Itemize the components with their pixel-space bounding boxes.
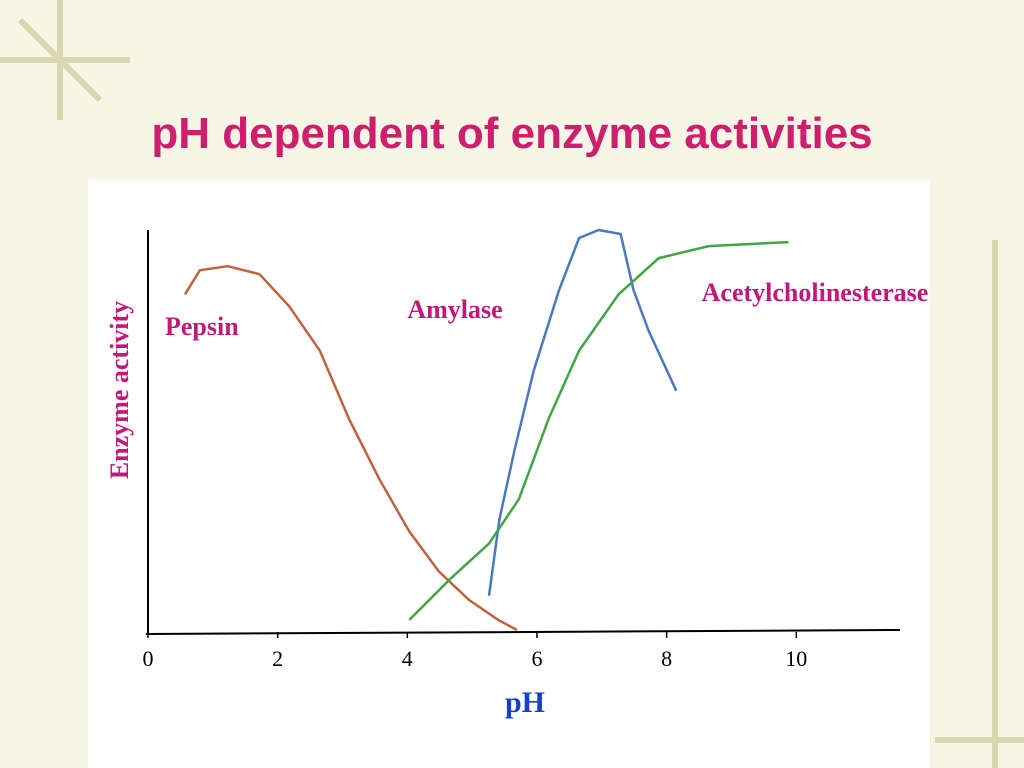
- series-label: Amylase: [407, 295, 502, 324]
- series-line: [183, 264, 518, 632]
- x-tick-label: 0: [143, 646, 154, 671]
- vine: [935, 240, 1024, 768]
- series-line: [408, 240, 789, 621]
- series-line: [487, 228, 678, 596]
- x-tick-label: 10: [785, 646, 807, 671]
- x-tick-label: 8: [661, 646, 672, 671]
- y-axis-label: Enzyme activity: [105, 301, 134, 479]
- x-tick-label: 6: [531, 646, 542, 671]
- vine: [0, 0, 130, 120]
- x-tick-label: 4: [402, 646, 413, 671]
- x-axis-label: pH: [505, 686, 545, 719]
- x-axis: [145, 629, 901, 635]
- chart-title: pH dependent of enzyme activities: [151, 109, 872, 158]
- x-tick-label: 2: [272, 646, 283, 671]
- series-label: Acetylcholinesterase: [702, 278, 929, 307]
- series-label: Pepsin: [165, 312, 239, 341]
